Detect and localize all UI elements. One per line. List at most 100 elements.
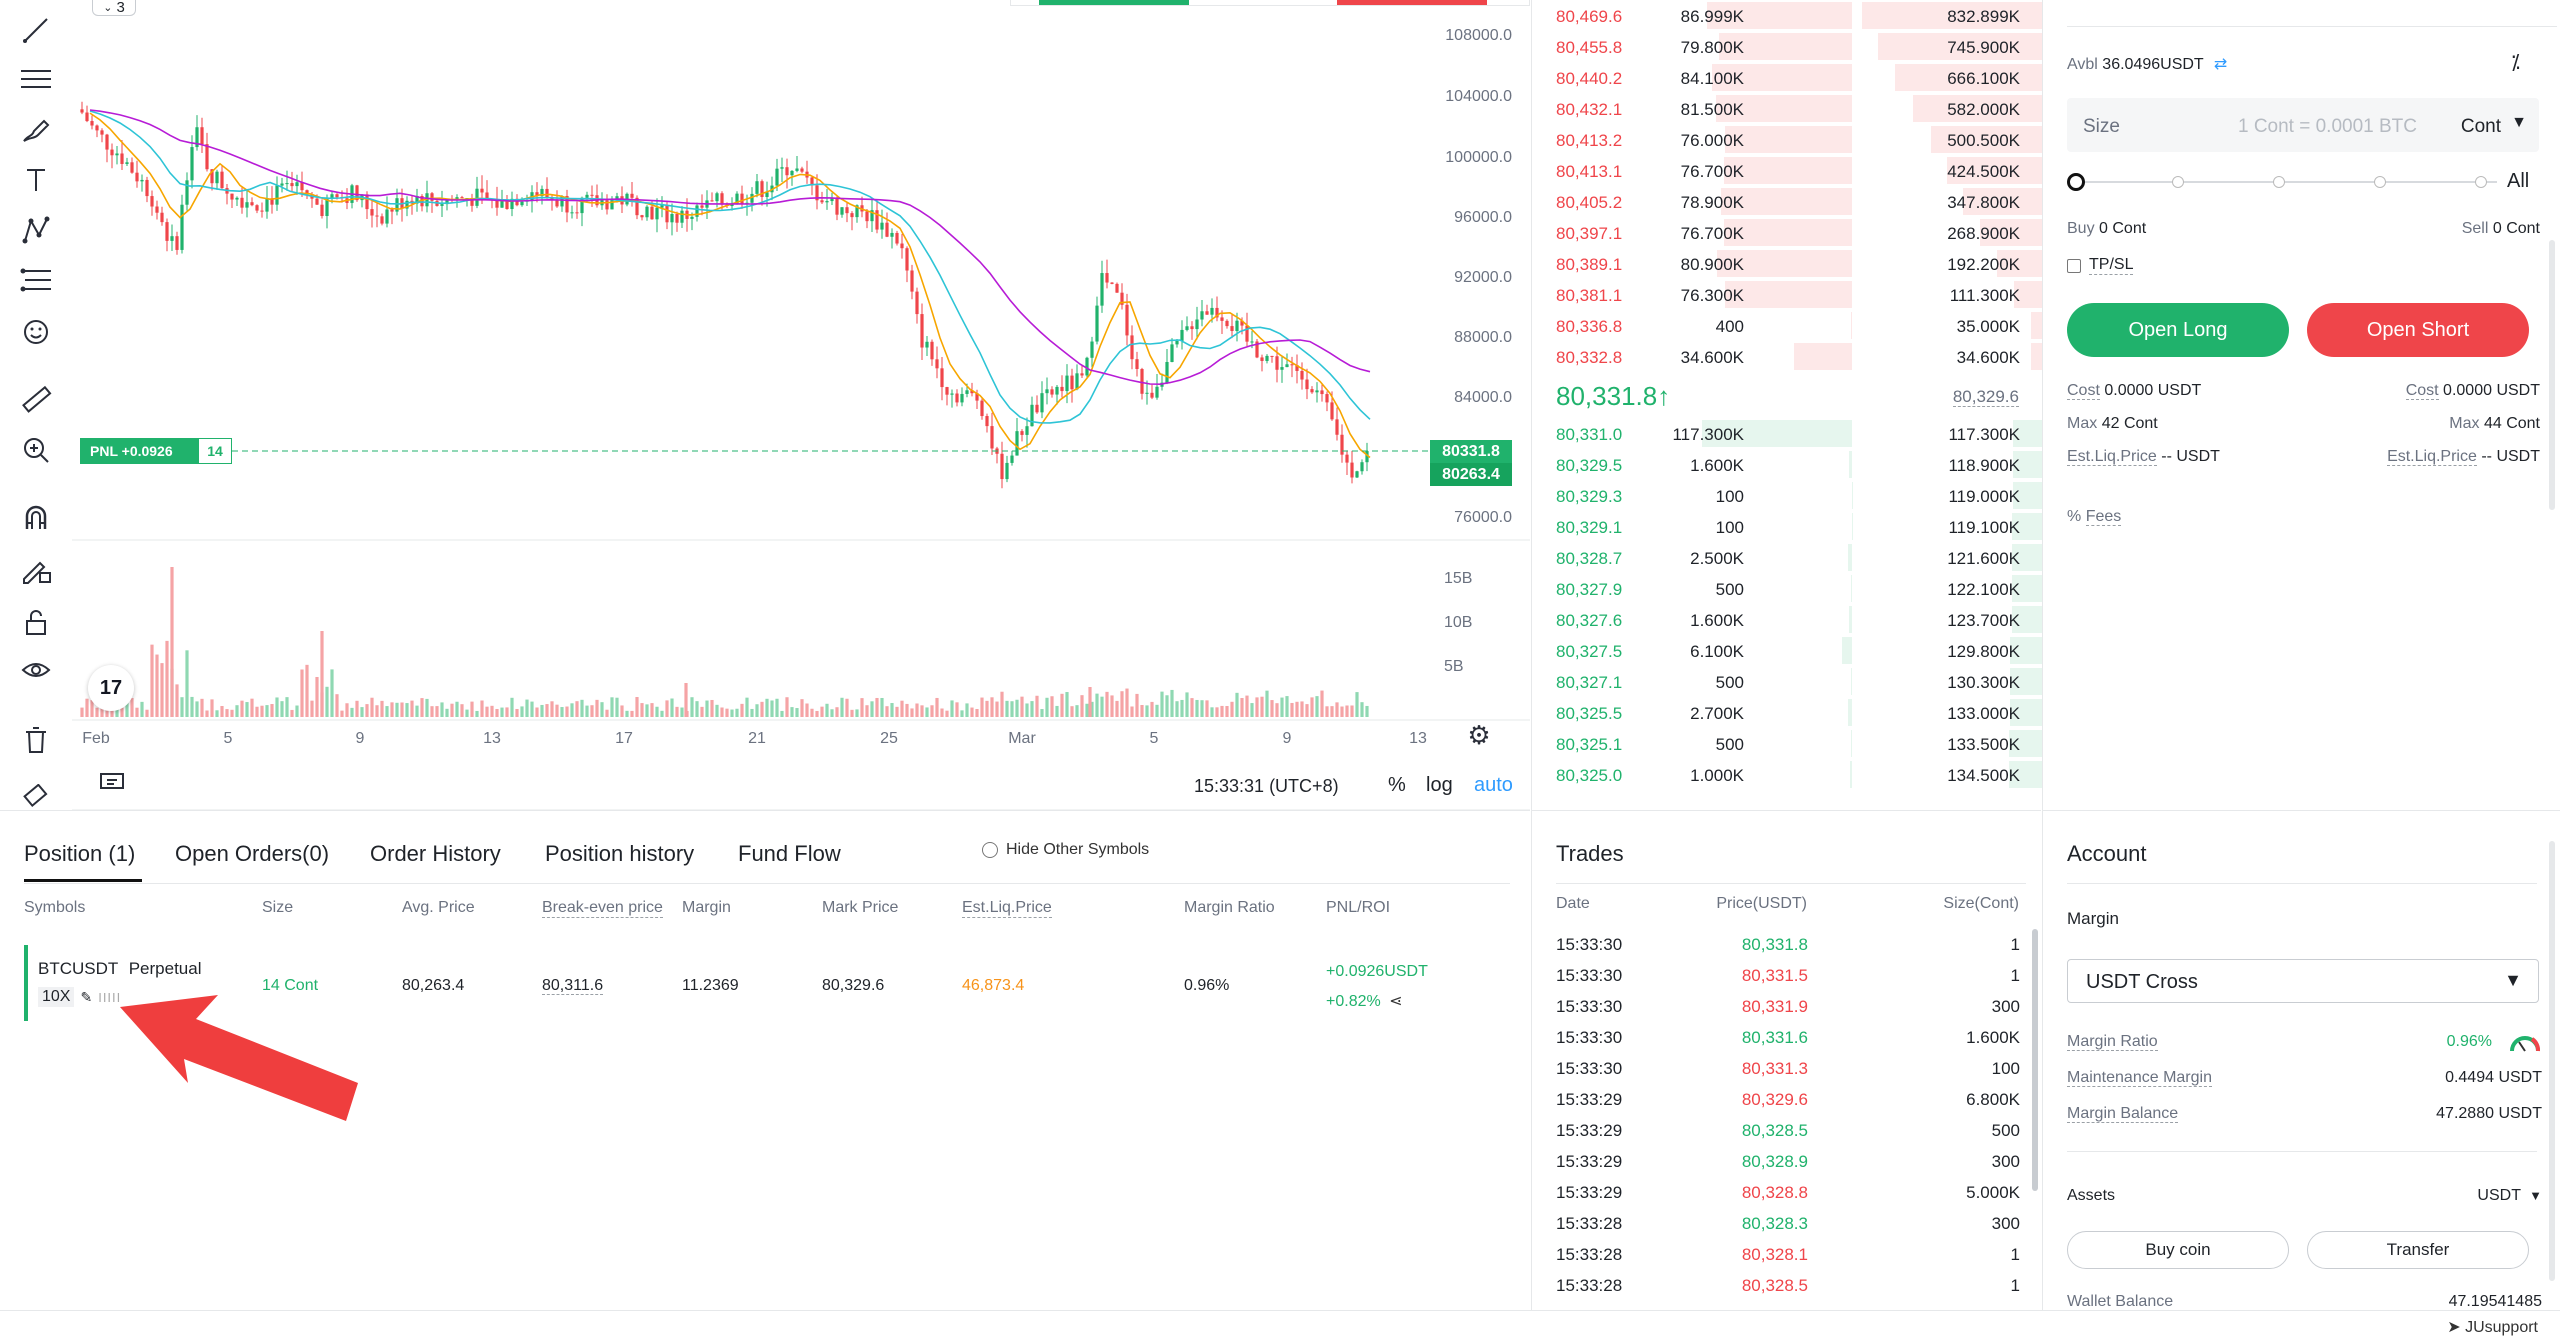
ob-size: 34.600K <box>1680 348 1744 367</box>
table-row[interactable]: BTCUSDT Perpetual 10X ✎ IIIII 14 Cont 80… <box>24 935 1504 1031</box>
ask-row[interactable]: 80,413.2 76.000K 500.500K <box>1532 124 2042 155</box>
ask-row[interactable]: 80,389.1 80.900K 192.200K <box>1532 248 2042 279</box>
bid-row[interactable]: 80,327.1 500 130.300K <box>1532 666 2042 697</box>
date-axis-label: 17 <box>615 730 633 747</box>
pattern-tool-icon[interactable] <box>18 212 54 248</box>
arrow-up-icon: ↑ <box>1657 381 1671 411</box>
slider-mark[interactable] <box>2475 176 2487 188</box>
candle-body <box>1210 307 1214 315</box>
ask-row[interactable]: 80,469.6 86.999K 832.899K <box>1532 0 2042 31</box>
bid-row[interactable]: 80,327.9 500 122.100K <box>1532 573 2042 604</box>
unlock-icon[interactable] <box>18 604 54 640</box>
bid-row[interactable]: 80,329.3 100 119.000K <box>1532 480 2042 511</box>
symbol[interactable]: BTCUSDT Perpetual <box>38 959 202 978</box>
horizontal-lines-icon[interactable] <box>18 62 54 98</box>
transfer-button[interactable]: Transfer <box>2307 1231 2529 1269</box>
ask-row[interactable]: 80,432.1 81.500K 582.000K <box>1532 93 2042 124</box>
bid-row[interactable]: 80,325.5 2.700K 133.000K <box>1532 697 2042 728</box>
slider-mark[interactable] <box>2172 176 2184 188</box>
ask-row[interactable]: 80,405.2 78.900K 347.800K <box>1532 186 2042 217</box>
candle-body <box>1165 361 1169 383</box>
magnet-icon[interactable] <box>18 500 54 536</box>
ask-row[interactable]: 80,413.1 76.700K 424.500K <box>1532 155 2042 186</box>
transfer-icon[interactable]: ⇄ <box>2213 56 2228 73</box>
tab-3[interactable]: Position history <box>545 841 695 866</box>
bid-row[interactable]: 80,327.5 6.100K 129.800K <box>1532 635 2042 666</box>
tab-4[interactable]: Fund Flow <box>738 841 841 866</box>
tab-1[interactable]: Open Orders(0) <box>175 841 330 866</box>
checkbox-icon[interactable] <box>2067 258 2081 273</box>
buy-coin-button[interactable]: Buy coin <box>2067 1231 2289 1269</box>
bid-row[interactable]: 80,331.0 117.300K 117.300K <box>1532 418 2042 449</box>
bid-row[interactable]: 80,329.1 100 119.100K <box>1532 511 2042 542</box>
pnl-tag[interactable]: PNL +0.0926 14 <box>80 438 232 464</box>
account-panel: Account Margin USDT Cross ▼ Margin Ratio… <box>2042 810 2560 1310</box>
support-link[interactable]: ➤ JUsupport <box>2447 1319 2538 1336</box>
log-toggle[interactable]: log <box>1426 774 1453 796</box>
hide-other-symbols[interactable]: Hide Other Symbols <box>982 841 1149 859</box>
tpsl-checkbox[interactable]: TP/SL <box>2067 256 2134 275</box>
bid-row[interactable]: 80,325.0 1.000K 134.500K <box>1532 759 2042 790</box>
candle-body <box>1145 392 1149 394</box>
caret-down-icon[interactable]: ▼ <box>2511 114 2527 131</box>
ask-row[interactable]: 80,440.2 84.100K 666.100K <box>1532 62 2042 93</box>
share-icon[interactable]: ⋖ <box>1389 993 1403 1010</box>
tradingview-logo[interactable]: 17 <box>88 665 134 711</box>
ask-row[interactable]: 80,455.8 79.800K 745.900K <box>1532 31 2042 62</box>
pencil-lock-icon[interactable] <box>18 552 54 588</box>
emoji-icon[interactable] <box>18 314 54 350</box>
candle-body <box>520 201 524 206</box>
candle-body <box>1140 369 1144 394</box>
open-short-button[interactable]: Open Short <box>2307 303 2529 357</box>
candle-body <box>415 195 419 204</box>
ask-row[interactable]: 80,332.8 34.600K 34.600K <box>1532 341 2042 372</box>
zoom-in-icon[interactable] <box>18 432 54 468</box>
calculator-icon[interactable]: ⁒ <box>2511 52 2520 74</box>
scrollbar[interactable] <box>2032 929 2038 1191</box>
trash-icon[interactable] <box>18 722 54 758</box>
trend-line-icon[interactable] <box>18 12 54 48</box>
open-long-button[interactable]: Open Long <box>2067 303 2289 357</box>
fees-link[interactable]: % Fees <box>2067 508 2122 526</box>
bid-row[interactable]: 80,329.5 1.600K 118.900K <box>1532 449 2042 480</box>
tab-0[interactable]: Position (1) <box>24 841 136 866</box>
bid-row[interactable]: 80,328.7 2.500K 121.600K <box>1532 542 2042 573</box>
price-chart[interactable]: 108000.0 104000.0 100000.0 96000.0 92000.0 88… <box>0 0 1530 810</box>
size-input[interactable]: Size 1 Cont = 0.0001 BTC Cont ▼ <box>2067 98 2539 152</box>
chart-area[interactable]: 108000.0 104000.0 100000.0 96000.0 92000.0 88… <box>0 0 1530 810</box>
text-tool-icon[interactable] <box>18 162 54 198</box>
radio-icon[interactable] <box>982 842 998 858</box>
interval-badge[interactable]: ⌄ 3 <box>92 0 136 16</box>
size-slider[interactable] <box>2067 172 2507 192</box>
ask-row[interactable]: 80,397.1 76.700K 268.900K <box>1532 217 2042 248</box>
scrollbar[interactable] <box>2549 240 2555 510</box>
candle-body <box>105 134 109 150</box>
eye-icon[interactable] <box>18 652 54 688</box>
slider-handle[interactable] <box>2067 173 2085 191</box>
ask-row[interactable]: 80,336.8 400 35.000K <box>1532 310 2042 341</box>
percent-toggle[interactable]: % <box>1388 774 1406 796</box>
screenshot-icon[interactable] <box>98 770 132 796</box>
brush-icon[interactable] <box>18 112 54 148</box>
ask-row[interactable]: 80,381.1 76.300K 111.300K <box>1532 279 2042 310</box>
gear-icon[interactable]: ⚙ <box>1467 719 1491 750</box>
slider-mark[interactable] <box>2273 176 2285 188</box>
volume-bar <box>90 700 94 717</box>
slider-all[interactable]: All <box>2507 170 2530 192</box>
auto-toggle[interactable]: auto <box>1474 774 1513 796</box>
margin-ratio-label: Margin Ratio <box>2067 1033 2158 1051</box>
bid-row[interactable]: 80,325.1 500 133.500K <box>1532 728 2042 759</box>
eraser-icon[interactable] <box>18 784 54 808</box>
pnl-qty: 14 <box>198 438 232 464</box>
volume-bar <box>800 699 804 717</box>
pencil-icon[interactable]: ✎ <box>80 988 93 1005</box>
forecast-tool-icon[interactable] <box>18 262 54 298</box>
slider-mark[interactable] <box>2374 176 2386 188</box>
ruler-icon[interactable] <box>18 382 54 418</box>
scrollbar[interactable] <box>2549 841 2555 1281</box>
leverage[interactable]: 10X ✎ IIIII <box>38 987 121 1007</box>
assets-unit[interactable]: USDT ▼ <box>2477 1187 2542 1204</box>
tab-2[interactable]: Order History <box>370 841 501 866</box>
bid-row[interactable]: 80,327.6 1.600K 123.700K <box>1532 604 2042 635</box>
margin-mode-select[interactable]: USDT Cross ▼ <box>2067 959 2539 1003</box>
